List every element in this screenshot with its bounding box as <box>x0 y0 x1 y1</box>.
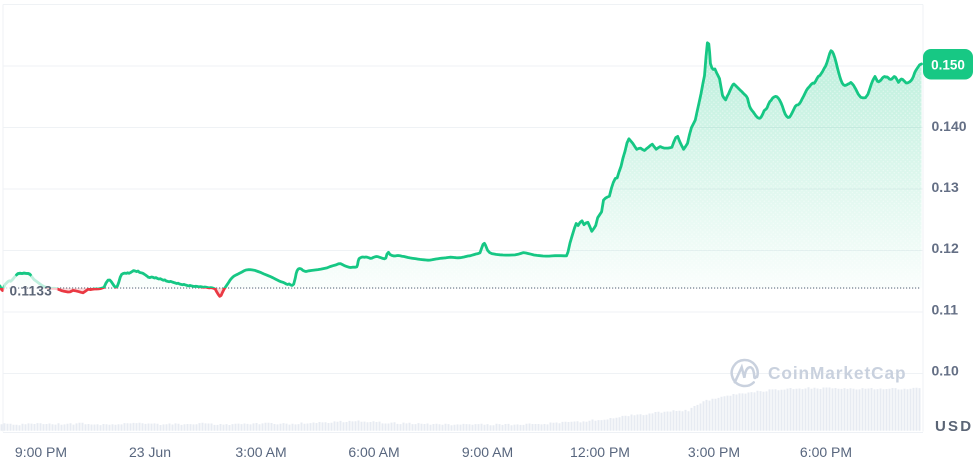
svg-text:9:00 AM: 9:00 AM <box>462 444 513 460</box>
svg-text:9:00 PM: 9:00 PM <box>15 444 67 460</box>
svg-text:CoinMarketCap: CoinMarketCap <box>768 363 906 383</box>
svg-text:0.11: 0.11 <box>932 301 959 317</box>
svg-text:0.13: 0.13 <box>932 179 959 195</box>
svg-text:23 Jun: 23 Jun <box>129 444 171 460</box>
svg-text:0.10: 0.10 <box>932 362 959 378</box>
svg-text:0.12: 0.12 <box>932 240 959 256</box>
svg-text:3:00 AM: 3:00 AM <box>235 444 286 460</box>
svg-text:6:00 AM: 6:00 AM <box>348 444 399 460</box>
svg-text:3:00 PM: 3:00 PM <box>688 444 740 460</box>
svg-text:6:00 PM: 6:00 PM <box>800 444 852 460</box>
svg-text:USD: USD <box>935 418 973 435</box>
svg-text:0.140: 0.140 <box>932 118 967 134</box>
svg-text:0.150: 0.150 <box>931 58 965 73</box>
svg-text:0.1133: 0.1133 <box>10 283 53 298</box>
svg-text:12:00 PM: 12:00 PM <box>570 444 630 460</box>
